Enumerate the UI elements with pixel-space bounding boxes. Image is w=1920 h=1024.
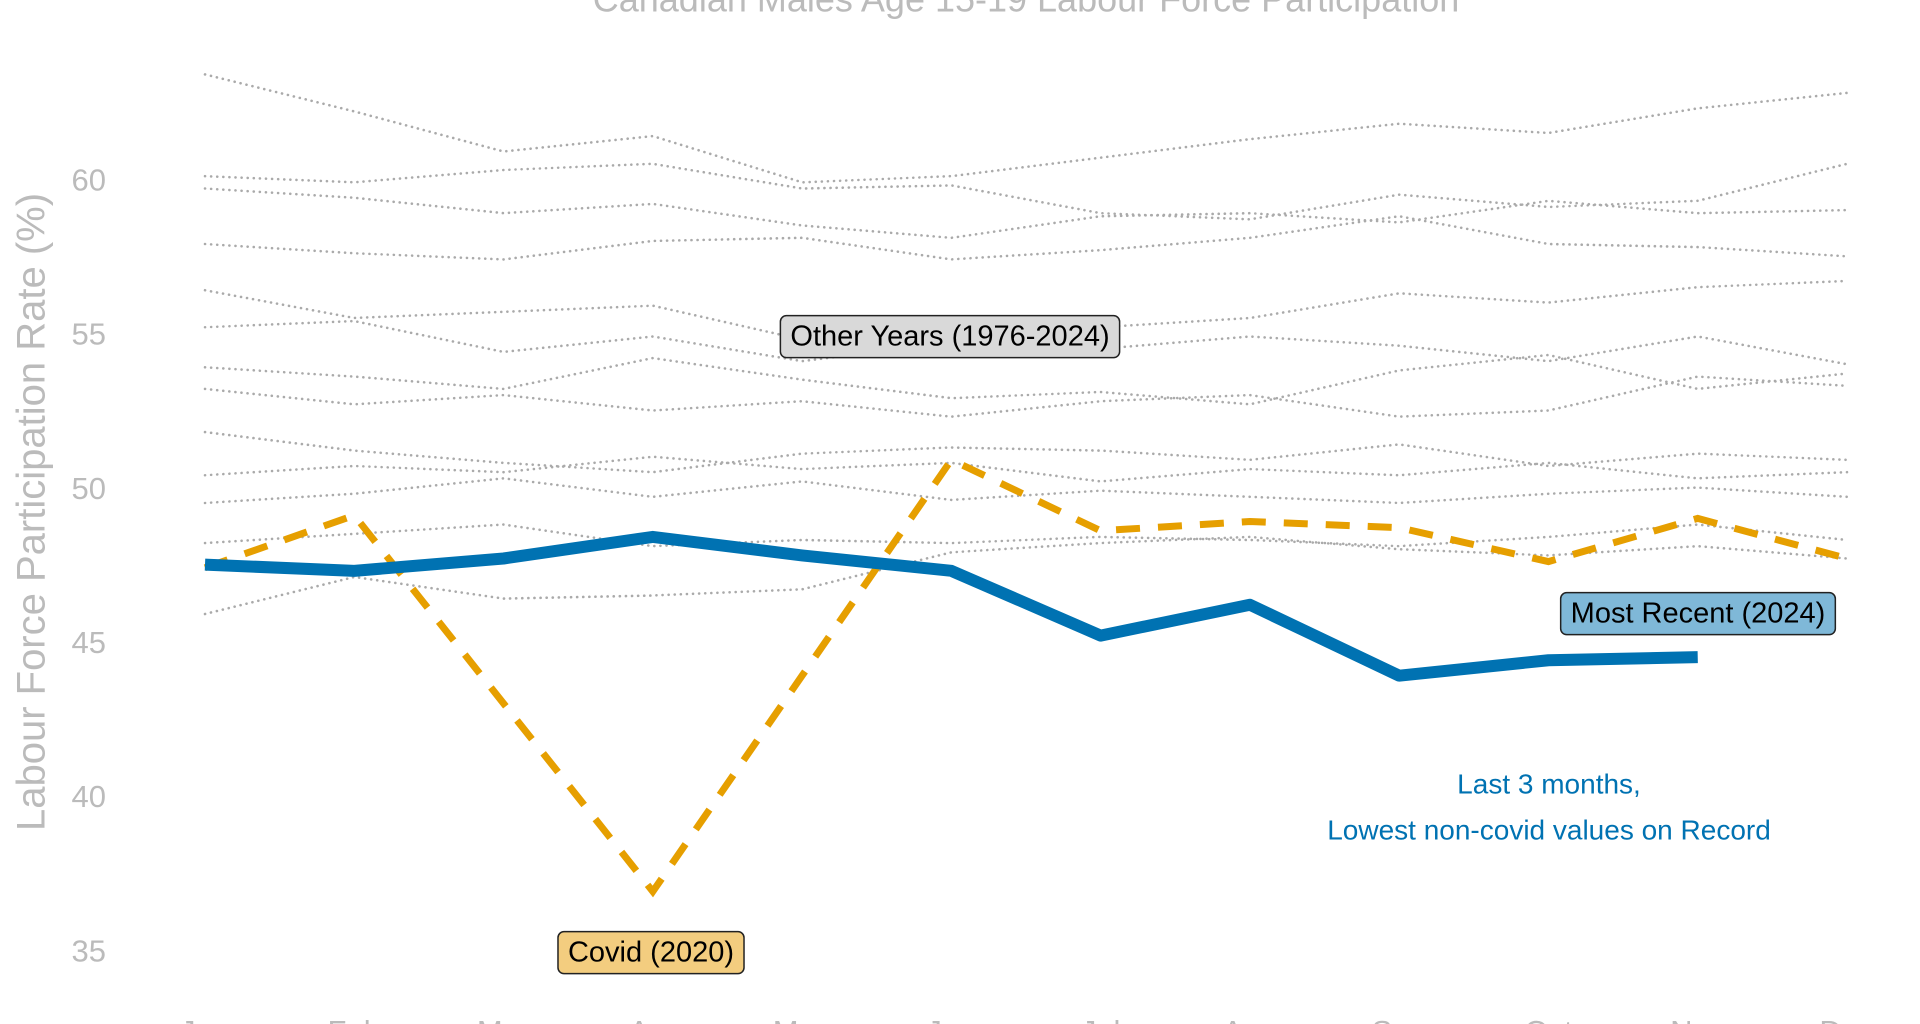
y-tick-label: 35 [72, 933, 106, 968]
legend-label: Most Recent (2024) [1559, 591, 1837, 636]
background-line [203, 477, 1849, 505]
y-tick-label: 50 [72, 471, 106, 506]
label-box [779, 314, 1121, 359]
y-tick-label: 60 [72, 163, 106, 198]
x-tick-label: Apr [629, 1014, 677, 1024]
annotation: Lowest non-covid values on Record [1327, 814, 1771, 845]
legend-label: Other Years (1976-2024) [779, 314, 1121, 359]
y-axis-label: Labour Force Participation Rate (%) [10, 193, 54, 831]
background-line [203, 353, 1849, 406]
background-line [203, 523, 1849, 548]
background-line [203, 279, 1849, 341]
x-tick-label: Oct [1524, 1014, 1573, 1024]
background-line [203, 430, 1849, 474]
y-tick-label: 40 [72, 779, 106, 814]
x-tick-label: May [773, 1014, 832, 1024]
x-tick-label: Nov [1670, 1014, 1726, 1024]
background-line [203, 73, 1849, 184]
background-line [203, 535, 1849, 616]
legend-entry: Covid (2020) [568, 937, 734, 969]
x-tick-label: Aug [1222, 1014, 1277, 1024]
annotation: Last 3 months, [1457, 768, 1641, 799]
background-line [203, 162, 1849, 221]
background-line [203, 455, 1849, 483]
label-box [1559, 591, 1837, 636]
label-box [557, 930, 745, 975]
y-tick-label: 45 [72, 625, 106, 660]
background-line [203, 187, 1849, 240]
legend-entry: Other Years (1976-2024) [790, 321, 1109, 353]
x-tick-label: Feb [328, 1014, 381, 1024]
series-line [204, 530, 1698, 682]
legend-label: Covid (2020) [557, 930, 745, 975]
y-tick-label: 55 [72, 317, 106, 352]
background-line [203, 375, 1849, 418]
x-tick-label: Mar [477, 1014, 530, 1024]
background-line [203, 214, 1849, 261]
legend-entry: Most Recent (2024) [1571, 598, 1826, 630]
chart-title: Canadian Males Age 15-19 Labour Force Pa… [593, 0, 1460, 20]
x-tick-label: Jul [1081, 1014, 1121, 1024]
x-tick-label: Jan [180, 1014, 230, 1024]
x-tick-label: Dec [1819, 1014, 1874, 1024]
x-tick-label: Sep [1372, 1014, 1427, 1024]
series-line [203, 455, 1848, 898]
x-tick-label: Jun [926, 1014, 976, 1024]
